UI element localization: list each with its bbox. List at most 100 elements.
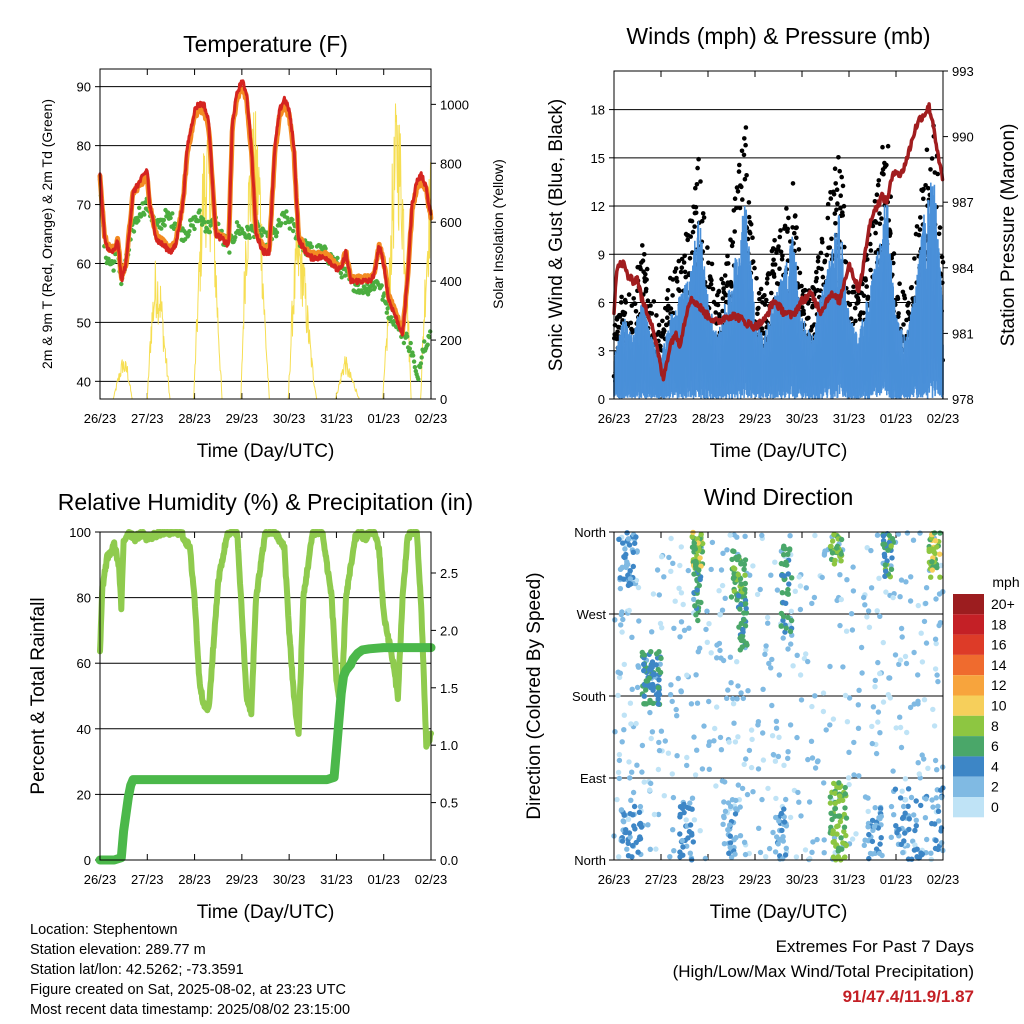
direction-point [616,751,623,758]
direction-point [934,767,940,773]
direction-point [918,630,924,636]
direction-point [932,538,939,544]
x-tick-label: 26/23 [84,872,117,887]
direction-point [781,573,787,579]
direction-point [738,637,745,644]
direction-point [877,730,883,736]
direction-point [653,846,659,852]
gust-point [837,168,842,174]
legend-swatch [953,776,984,797]
direction-point [837,793,843,799]
direction-point [696,567,702,573]
direction-point [785,614,791,620]
gust-point [743,142,748,148]
direction-point [724,547,730,553]
direction-point [794,652,800,658]
gust-point [828,196,834,201]
direction-point [744,791,751,798]
direction-point [656,592,662,598]
dewpoint-point [419,355,424,360]
gust-point [825,201,831,207]
y2-tick-label: 978 [952,392,974,407]
y2-tick-label: 1.0 [440,738,458,753]
x-tick-label: 28/23 [692,411,725,426]
direction-point [658,655,664,661]
direction-point [658,554,665,560]
direction-point [701,723,707,729]
direction-point [830,716,837,722]
direction-point [659,625,665,631]
direction-point [869,740,875,747]
direction-point [830,538,836,544]
direction-point [647,682,654,688]
gust-point [678,269,684,275]
direction-point [922,815,929,821]
direction-point [877,841,883,847]
direction-point [626,759,632,765]
direction-point [757,849,764,856]
direction-point [696,582,702,589]
direction-point [627,834,633,840]
direction-point [913,823,919,829]
direction-point [679,837,685,844]
direction-point [774,834,780,840]
gust-point [764,297,769,303]
extremes-title: Extremes For Past 7 Days [775,937,974,956]
gust-point [648,303,653,308]
dewpoint-point [227,250,232,255]
gust-point [690,229,696,235]
direction-point [734,696,740,702]
direction-point [908,794,915,801]
gust-point [682,269,688,275]
direction-point [932,666,939,672]
dewpoint-point [383,301,389,306]
direction-point [641,661,647,667]
gust-point [865,257,870,262]
y-tick-label: 0 [598,392,605,407]
direction-point [765,620,771,626]
dewpoint-point [236,223,241,229]
direction-point [787,722,794,728]
dewpoint-point [416,376,421,382]
gust-point [640,258,646,264]
direction-point [691,596,697,603]
direction-point [838,558,844,564]
direction-point [846,695,853,701]
direction-point [674,713,680,719]
x-tick-label: 28/23 [692,872,725,887]
direction-point [635,849,641,855]
gust-point [853,318,858,324]
direction-point [766,845,773,852]
y2-tick-label: 1.5 [440,681,458,696]
direction-point [735,572,741,578]
direction-point [641,779,647,785]
direction-point [691,734,697,740]
y-tick-label: 20 [77,787,91,802]
y-tick-label: 3 [598,344,605,359]
direction-point [627,581,634,587]
direction-point [687,822,694,828]
direction-point [910,537,917,543]
direction-point [689,534,695,540]
direction-point [687,800,693,806]
y-tick-label: 40 [77,722,91,737]
direction-point [827,800,834,806]
x-axis-label: Time (Day/UTC) [197,902,335,923]
direction-point [869,851,876,857]
direction-point [733,834,739,841]
direction-point [798,813,804,819]
direction-point [896,826,902,833]
direction-point [851,739,857,746]
direction-point [913,798,919,804]
direction-point [757,586,763,593]
direction-point [634,684,641,691]
direction-point [655,696,661,702]
direction-point [878,813,884,820]
dewpoint-point [412,365,418,370]
gust-point [754,276,759,281]
direction-point [728,803,734,810]
direction-point [880,639,886,646]
direction-point [671,625,677,631]
direction-point [641,652,647,658]
direction-point [770,751,777,758]
